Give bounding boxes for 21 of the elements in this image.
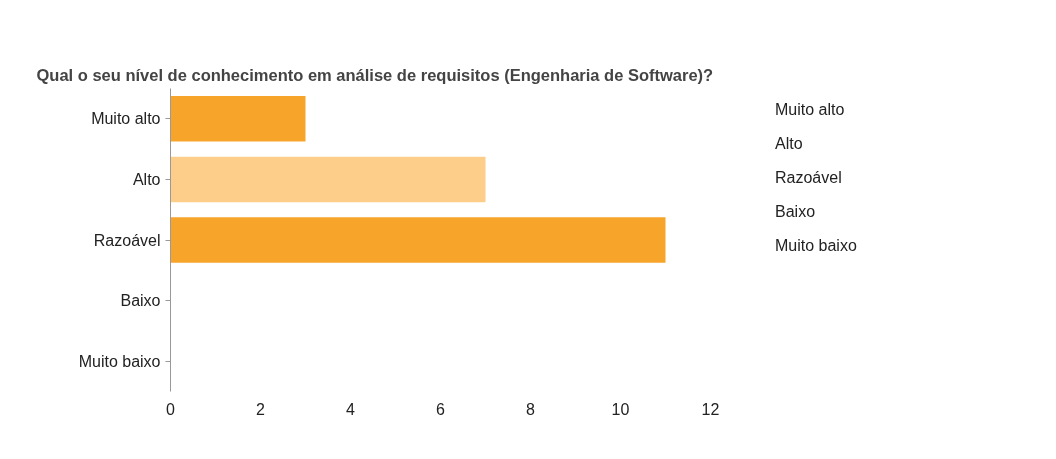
text: Muito baixo [775, 236, 857, 256]
x-tick-label: 10 [611, 400, 630, 418]
x-tick-label: 8 [526, 400, 536, 418]
text: Alto [775, 134, 804, 154]
bar [170, 217, 666, 263]
bar [170, 96, 306, 142]
x-tick-label: 4 [346, 400, 356, 418]
y-tick-label: Alto [132, 170, 161, 188]
x-tick-label: 6 [436, 400, 446, 418]
chart-title: Qual o seu nível de conhecimento em análise de requisitos (Engenharia de Software)? [36, 65, 714, 84]
x-tick-label: 2 [256, 400, 266, 418]
text: Razoável [775, 168, 843, 188]
x-tick-label: 12 [701, 400, 720, 418]
y-tick-label: Baixo [120, 292, 161, 310]
x-tick-label: 0 [166, 400, 176, 418]
text: Muito alto [775, 100, 846, 120]
bar [170, 156, 486, 203]
y-tick-label: Muito baixo [78, 352, 161, 370]
y-tick-label: Muito alto [91, 110, 161, 128]
text: Baixo [775, 202, 817, 222]
y-tick-label: Razoável [93, 231, 161, 249]
